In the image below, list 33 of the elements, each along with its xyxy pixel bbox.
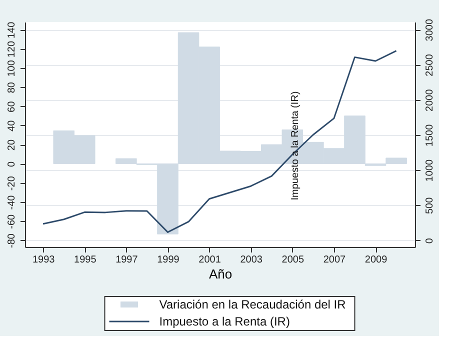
y-tick-label: -40 — [6, 194, 18, 210]
line-series — [42, 50, 398, 233]
x-tick-label: 2007 — [323, 254, 346, 266]
legend-label: Variación en la Recaudación del IR — [159, 298, 346, 312]
y-tick-label: 140 — [6, 21, 18, 39]
x-tick-label: 2001 — [198, 254, 222, 266]
y-tick-label: 80 — [6, 82, 18, 94]
y-tick-label: 0 — [6, 160, 18, 167]
y2-tick-label: 1000 — [424, 159, 436, 182]
x-tick-label: 2009 — [364, 254, 388, 266]
y2-tick-label: 1500 — [424, 124, 436, 147]
y2-tick-label: 500 — [424, 196, 436, 214]
x-tick-label: 2005 — [282, 254, 304, 266]
y-tick-label: -20 — [6, 176, 18, 191]
y-tick-label: 100 — [6, 60, 18, 77]
x-axis-title: Año — [208, 266, 232, 282]
x-tick-label: 1993 — [32, 254, 56, 266]
y-tick-label: -80 — [6, 233, 18, 248]
x-tick-label: 1999 — [157, 254, 180, 266]
x-tick-label: 2003 — [240, 254, 263, 266]
legend-label: Impuesto a la Renta (IR) — [159, 314, 290, 328]
y2-tick-label: 3000 — [424, 18, 436, 42]
y-tick-label: 60 — [6, 100, 18, 112]
y-tick-label: -60 — [6, 214, 18, 229]
annotation: Impuesto a la Renta (IR) — [290, 91, 301, 200]
x-tick-label: 1995 — [74, 254, 97, 266]
y-tick-label: 40 — [6, 120, 18, 132]
y2-tick-label: 2500 — [424, 54, 436, 76]
y-tick-label: 120 — [6, 40, 18, 58]
y2-tick-label: 2000 — [424, 88, 436, 112]
y2-tick-label: 0 — [424, 238, 436, 244]
y-tick-label: 20 — [6, 139, 18, 151]
x-tick-label: 1997 — [116, 254, 138, 266]
